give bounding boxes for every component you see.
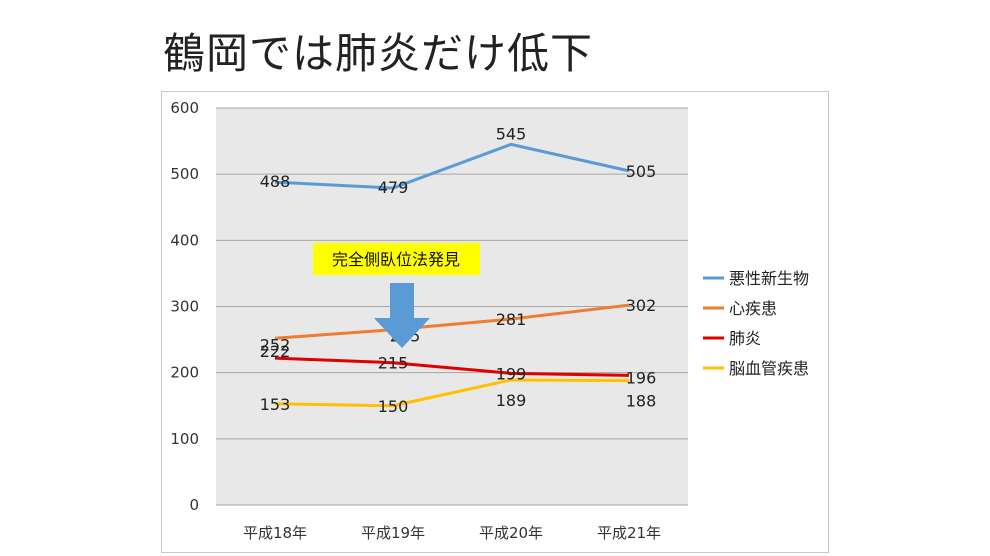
y-tick-label: 500	[170, 165, 199, 183]
data-label: 302	[626, 296, 657, 315]
y-axis: 0 100 200 300 400 500 600	[170, 99, 199, 514]
data-label: 479	[378, 178, 409, 197]
data-label: 222	[260, 342, 291, 361]
data-label: 281	[496, 310, 527, 329]
data-label: 545	[496, 124, 527, 143]
x-tick-label: 平成18年	[243, 524, 307, 542]
y-tick-label: 600	[170, 99, 199, 117]
data-label: 196	[626, 368, 657, 387]
x-axis: 平成18年 平成19年 平成20年 平成21年	[243, 524, 661, 542]
data-label: 188	[626, 392, 657, 411]
y-tick-label: 0	[189, 496, 199, 514]
data-label: 505	[626, 162, 657, 181]
legend-label: 脳血管疾患	[729, 359, 809, 378]
y-tick-label: 300	[170, 298, 199, 316]
data-label: 189	[496, 391, 527, 410]
data-label: 153	[260, 395, 291, 414]
x-tick-label: 平成19年	[361, 524, 425, 542]
y-tick-label: 100	[170, 430, 199, 448]
legend-label: 心疾患	[729, 299, 777, 318]
data-label: 215	[378, 354, 409, 373]
annotation-label: 完全側臥位法発見	[332, 250, 460, 269]
data-label: 199	[496, 364, 527, 383]
y-tick-label: 200	[170, 364, 199, 382]
data-label: 150	[378, 397, 409, 416]
x-tick-label: 平成21年	[597, 524, 661, 542]
data-label: 488	[260, 172, 291, 191]
legend-label: 悪性新生物	[729, 269, 809, 288]
legend-label: 肺炎	[729, 329, 761, 348]
y-tick-label: 400	[170, 231, 199, 249]
x-tick-label: 平成20年	[479, 524, 543, 542]
